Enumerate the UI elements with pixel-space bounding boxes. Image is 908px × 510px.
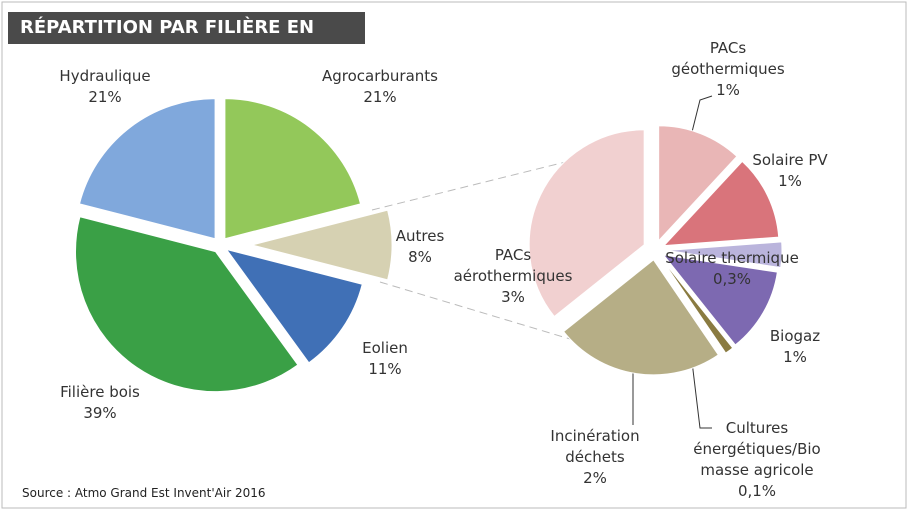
slice-value: 21%	[88, 88, 122, 106]
slice-name: Solaire PV	[752, 151, 828, 169]
slice-label: Eolien 11%	[310, 338, 460, 380]
slice-value: 1%	[783, 348, 807, 366]
slice-value: 0,3%	[712, 270, 752, 288]
slice-label: PACs aérothermiques 3%	[446, 245, 581, 308]
pie-slice	[662, 160, 780, 247]
slice-name: Biogaz	[769, 327, 821, 345]
slice-name: Hydraulique	[59, 67, 151, 85]
pie-slice	[660, 257, 734, 354]
slice-label: Hydraulique 21%	[30, 66, 180, 108]
pie-slice	[251, 209, 393, 281]
slice-value: 3%	[501, 288, 525, 306]
pie-slice	[225, 248, 363, 364]
pie-slice	[662, 254, 778, 346]
slice-name: Filière bois	[60, 383, 140, 401]
slice-label: PACs géothermiques 1%	[661, 38, 796, 101]
slice-value: 8%	[408, 248, 432, 266]
pie-slice	[78, 98, 216, 240]
slice-label: Autres 8%	[345, 226, 495, 268]
slice-value: 1%	[778, 172, 802, 190]
slice-value: 21%	[363, 88, 397, 106]
pie-slice	[528, 129, 645, 318]
pie-slice	[75, 216, 299, 393]
slice-value: 39%	[83, 404, 117, 422]
connector	[379, 281, 591, 346]
slice-label: Solaire thermique 0,3%	[665, 248, 800, 290]
slice-label: Filière bois 39%	[25, 382, 175, 424]
slice-value: 2%	[583, 469, 607, 487]
slice-label: Incinération déchets 2%	[528, 426, 663, 489]
slice-name: Cultures énergétiques/Biomasse agricole	[693, 419, 821, 479]
slice-label: Agrocarburants 21%	[305, 66, 455, 108]
slice-name: Autres	[395, 227, 445, 245]
slice-name: PACs aérothermiques	[453, 246, 573, 285]
leader	[689, 95, 713, 141]
slice-name: Incinération déchets	[550, 427, 640, 466]
slice-value: 11%	[368, 360, 402, 378]
slice-value: 0,1%	[737, 482, 777, 500]
source: Source : Atmo Grand Est Invent'Air 2016	[22, 486, 266, 500]
slice-label: Solaire PV 1%	[723, 150, 858, 192]
slice-label: Biogaz 1%	[728, 326, 863, 368]
title: RÉPARTITION PAR FILIÈRE EN 2014	[8, 12, 365, 70]
slice-name: Eolien	[362, 339, 408, 357]
pie-slice	[224, 98, 362, 240]
slice-value: 1%	[716, 81, 740, 99]
slice-name: Agrocarburants	[322, 67, 438, 85]
pie-slice	[666, 241, 783, 269]
slice-name: Solaire thermique	[665, 249, 799, 267]
leader	[689, 344, 712, 429]
pie-slice	[658, 125, 738, 242]
slice-name: PACs géothermiques	[671, 39, 785, 78]
pie-slice	[562, 259, 719, 376]
slice-label: Cultures énergétiques/Biomasse agricole 0…	[690, 418, 825, 502]
